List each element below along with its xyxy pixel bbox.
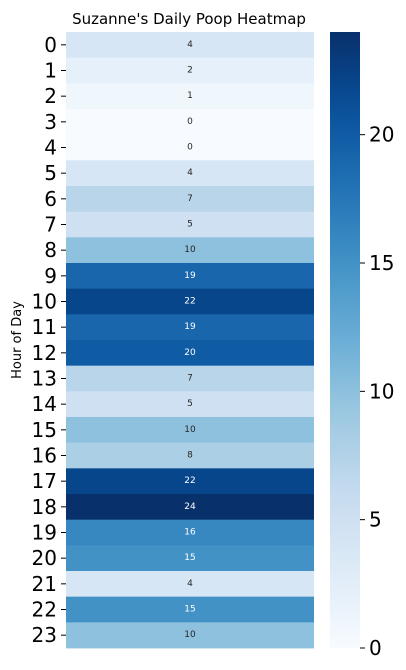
cell-value-label: 1 — [187, 91, 193, 101]
cell-value-label: 15 — [184, 553, 195, 563]
cell-value-label: 20 — [184, 348, 196, 358]
cell-value-label: 4 — [187, 579, 193, 589]
y-tick-label: 23 — [32, 623, 57, 647]
y-tick-label: 21 — [32, 572, 57, 596]
colorbar-tick-label: 20 — [369, 123, 394, 147]
y-tick-label: 7 — [44, 213, 57, 237]
cell-value-label: 19 — [184, 271, 196, 281]
y-tick-label: 1 — [44, 59, 57, 83]
heatmap-cell — [66, 32, 314, 59]
y-tick-label: 9 — [44, 264, 57, 288]
heatmap-cell — [66, 571, 314, 598]
y-tick-label: 11 — [32, 315, 57, 339]
heatmap-cell — [66, 263, 314, 290]
cell-value-label: 5 — [187, 220, 193, 230]
y-tick-label: 4 — [44, 136, 57, 160]
cell-value-label: 19 — [184, 322, 196, 332]
heatmap-cell — [66, 596, 314, 623]
cell-value-label: 10 — [184, 630, 196, 640]
colorbar — [330, 32, 360, 648]
heatmap-cell — [66, 365, 314, 392]
heatmap-cell — [66, 519, 314, 546]
cell-value-label: 0 — [187, 143, 193, 153]
cell-value-label: 4 — [187, 168, 193, 178]
cell-value-label: 24 — [184, 502, 196, 512]
colorbar-tick-label: 0 — [369, 636, 382, 660]
cell-value-label: 22 — [184, 476, 195, 486]
heatmap-cell — [66, 109, 314, 136]
y-tick-label: 14 — [32, 392, 57, 416]
y-tick-label: 20 — [32, 546, 57, 570]
cell-value-label: 10 — [184, 245, 196, 255]
y-tick-label: 16 — [32, 444, 57, 468]
cell-value-label: 16 — [184, 528, 196, 538]
cell-value-label: 7 — [187, 374, 193, 384]
heatmap-cell — [66, 622, 314, 649]
heatmap-cell — [66, 237, 314, 264]
heatmap-cell — [66, 494, 314, 521]
cell-value-label: 7 — [187, 194, 193, 204]
heatmap-cell — [66, 83, 314, 110]
colorbar-tick-label: 5 — [369, 508, 382, 532]
y-tick-label: 22 — [32, 598, 57, 622]
cell-value-label: 2 — [187, 66, 193, 76]
y-tick-label: 0 — [44, 33, 57, 57]
y-tick-label: 3 — [44, 110, 57, 134]
chart-title: Suzanne's Daily Poop Heatmap — [72, 10, 306, 28]
heatmap-cell — [66, 417, 314, 444]
y-axis-label: Hour of Day — [10, 301, 25, 379]
y-tick-label: 2 — [44, 84, 57, 108]
cell-value-label: 22 — [184, 297, 195, 307]
y-tick-label: 15 — [32, 418, 57, 442]
cell-value-label: 0 — [187, 117, 193, 127]
y-tick-label: 10 — [32, 290, 57, 314]
heatmap-cell — [66, 211, 314, 238]
y-tick-label: 19 — [32, 521, 57, 545]
y-tick-label: 18 — [32, 495, 57, 519]
heatmap-cell — [66, 391, 314, 418]
heatmap-cell — [66, 186, 314, 213]
y-tick-label: 13 — [32, 367, 57, 391]
colorbar-ticks: 0 5 10 15 20 — [360, 123, 394, 660]
heatmap-cell — [66, 314, 314, 341]
cell-value-label: 10 — [184, 425, 196, 435]
cell-value-label: 8 — [187, 451, 193, 461]
heatmap-cell — [66, 57, 314, 84]
y-tick-label: 17 — [32, 469, 57, 493]
heatmap-cell — [66, 468, 314, 495]
y-tick-label: 5 — [44, 161, 57, 185]
colorbar-tick-label: 10 — [369, 379, 394, 403]
heatmap-cell — [66, 134, 314, 161]
colorbar-tick-label: 15 — [369, 251, 394, 275]
y-tick-label: 12 — [32, 341, 57, 365]
heatmap-cell — [66, 545, 314, 572]
cell-value-label: 5 — [187, 399, 193, 409]
heatmap-cell — [66, 160, 314, 187]
colorbar-gradient — [330, 32, 360, 648]
cell-value-label: 4 — [187, 40, 193, 50]
heatmap-cell — [66, 340, 314, 367]
heatmap-cell — [66, 288, 314, 315]
y-tick-label: 8 — [44, 238, 57, 262]
cell-value-label: 15 — [184, 605, 195, 615]
y-tick-label: 6 — [44, 187, 57, 211]
heatmap-cell — [66, 442, 314, 469]
